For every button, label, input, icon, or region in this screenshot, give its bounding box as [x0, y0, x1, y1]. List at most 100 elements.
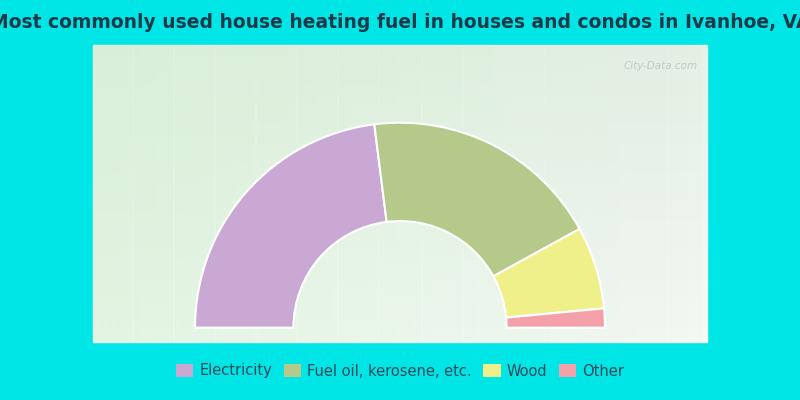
Bar	[93, 120, 707, 121]
Bar	[93, 197, 707, 198]
Bar	[525, 45, 527, 342]
Bar	[93, 234, 707, 235]
Bar	[93, 264, 707, 265]
Wedge shape	[195, 124, 386, 328]
Bar	[93, 224, 707, 225]
Bar	[298, 45, 299, 342]
Bar	[406, 45, 408, 342]
Wedge shape	[374, 123, 580, 276]
Bar	[93, 56, 707, 57]
Bar	[93, 326, 707, 327]
Bar	[349, 45, 351, 342]
Bar	[93, 157, 707, 158]
Bar	[105, 45, 107, 342]
Bar	[162, 45, 164, 342]
Bar	[101, 45, 102, 342]
Bar	[93, 333, 707, 334]
Bar	[554, 45, 556, 342]
Bar	[622, 45, 623, 342]
Bar	[531, 45, 534, 342]
Bar	[93, 89, 707, 90]
Bar	[501, 45, 502, 342]
Bar	[93, 334, 707, 335]
Bar	[93, 143, 707, 144]
Bar	[93, 257, 707, 258]
Bar	[93, 119, 707, 120]
Bar	[607, 45, 609, 342]
Bar	[240, 45, 242, 342]
Bar	[166, 45, 168, 342]
Bar	[93, 328, 707, 329]
Bar	[93, 337, 707, 338]
Bar	[93, 274, 707, 275]
Bar	[93, 159, 707, 160]
Bar	[93, 219, 707, 220]
Bar	[214, 45, 215, 342]
Bar	[93, 166, 707, 167]
Bar	[117, 45, 119, 342]
Bar	[478, 45, 480, 342]
Bar	[552, 45, 554, 342]
Bar	[593, 45, 594, 342]
Bar	[93, 137, 707, 138]
Bar	[93, 203, 707, 204]
Bar	[93, 53, 707, 54]
Bar	[93, 217, 707, 218]
Bar	[93, 108, 707, 109]
Bar	[93, 218, 707, 219]
Bar	[642, 45, 644, 342]
Bar	[93, 90, 707, 91]
Bar	[341, 45, 342, 342]
Bar	[703, 45, 706, 342]
Bar	[93, 186, 707, 188]
Bar	[683, 45, 685, 342]
Bar	[93, 263, 707, 264]
Bar	[543, 45, 546, 342]
Bar	[93, 322, 707, 323]
Bar	[119, 45, 122, 342]
Bar	[93, 340, 707, 341]
Bar	[93, 227, 707, 228]
Bar	[93, 98, 707, 99]
Bar	[254, 45, 257, 342]
Bar	[586, 45, 589, 342]
Bar	[693, 45, 695, 342]
Bar	[666, 45, 669, 342]
Bar	[396, 45, 398, 342]
Bar	[93, 114, 707, 115]
Bar	[93, 229, 707, 230]
Bar	[93, 122, 707, 123]
Bar	[93, 311, 707, 312]
Bar	[207, 45, 210, 342]
Bar	[93, 62, 707, 63]
Bar	[93, 318, 707, 319]
Bar	[93, 76, 707, 78]
Bar	[337, 45, 338, 342]
Bar	[168, 45, 170, 342]
Bar	[93, 107, 707, 108]
Bar	[93, 300, 707, 301]
Bar	[650, 45, 652, 342]
Bar	[93, 45, 94, 342]
Bar	[93, 130, 707, 131]
Bar	[93, 214, 707, 215]
Bar	[93, 103, 707, 104]
Bar	[93, 155, 707, 156]
Bar	[669, 45, 670, 342]
Bar	[94, 45, 97, 342]
Bar	[509, 45, 510, 342]
Bar	[687, 45, 689, 342]
Bar	[93, 242, 707, 243]
Bar	[93, 153, 707, 154]
Bar	[93, 278, 707, 280]
Bar	[93, 324, 707, 325]
Bar	[170, 45, 173, 342]
Bar	[93, 91, 707, 92]
Bar	[185, 45, 187, 342]
Bar	[418, 45, 421, 342]
Wedge shape	[506, 308, 605, 328]
Bar	[689, 45, 691, 342]
Bar	[560, 45, 562, 342]
Bar	[514, 45, 517, 342]
Bar	[93, 163, 707, 164]
